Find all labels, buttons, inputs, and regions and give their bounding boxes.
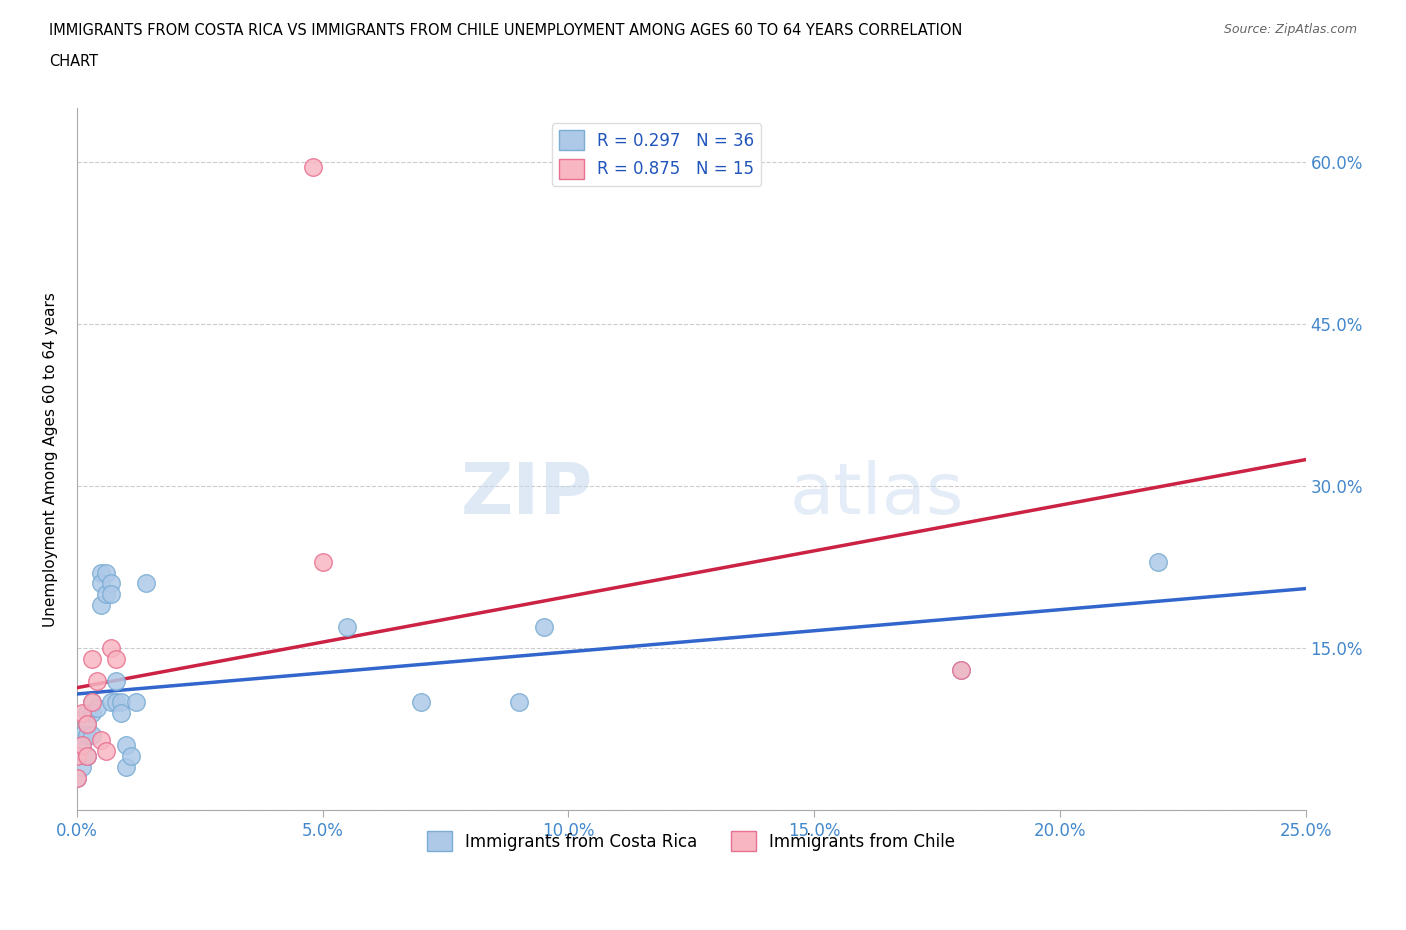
Point [80, 706, 103, 721]
Point [135, 576, 157, 591]
Point [70, 760, 93, 775]
Point [950, 662, 973, 677]
Legend: Immigrants from Costa Rica, Immigrants from Chile: Immigrants from Costa Rica, Immigrants f… [420, 824, 962, 858]
Point [96, 565, 118, 580]
Point [100, 641, 122, 656]
Text: IMMIGRANTS FROM COSTA RICA VS IMMIGRANTS FROM CHILE UNEMPLOYMENT AMONG AGES 60 T: IMMIGRANTS FROM COSTA RICA VS IMMIGRANTS… [49, 23, 963, 38]
Point [76, 749, 98, 764]
Point [90, 598, 112, 613]
Point [96, 587, 118, 602]
Point [90, 733, 112, 748]
Point [70, 738, 93, 753]
Point [409, 695, 432, 710]
Point [90, 576, 112, 591]
Text: Source: ZipAtlas.com: Source: ZipAtlas.com [1223, 23, 1357, 36]
Point [301, 160, 323, 175]
Point [90, 565, 112, 580]
Point [80, 727, 103, 742]
Point [80, 652, 103, 667]
Point [70, 727, 93, 742]
Point [100, 587, 122, 602]
Point [76, 716, 98, 731]
Text: atlas: atlas [790, 459, 965, 529]
Point [66, 749, 89, 764]
Point [66, 770, 89, 785]
Point [100, 695, 122, 710]
Point [100, 576, 122, 591]
Text: ZIP: ZIP [461, 459, 593, 529]
Point [66, 749, 89, 764]
Point [76, 727, 98, 742]
Point [76, 749, 98, 764]
Point [76, 716, 98, 731]
Point [86, 673, 108, 688]
Point [115, 760, 138, 775]
Point [96, 743, 118, 758]
Point [311, 554, 333, 569]
Point [70, 738, 93, 753]
Point [105, 673, 128, 688]
Point [336, 619, 359, 634]
Point [80, 695, 103, 710]
Point [110, 695, 132, 710]
Point [950, 662, 973, 677]
Point [76, 706, 98, 721]
Point [86, 700, 108, 715]
Point [1147, 554, 1170, 569]
Point [70, 706, 93, 721]
Point [80, 695, 103, 710]
Y-axis label: Unemployment Among Ages 60 to 64 years: Unemployment Among Ages 60 to 64 years [44, 292, 58, 627]
Point [533, 619, 555, 634]
Point [115, 738, 138, 753]
Text: CHART: CHART [49, 54, 98, 69]
Point [66, 770, 89, 785]
Point [105, 695, 128, 710]
Point [120, 749, 142, 764]
Point [110, 706, 132, 721]
Point [125, 695, 148, 710]
Point [105, 652, 128, 667]
Point [508, 695, 530, 710]
